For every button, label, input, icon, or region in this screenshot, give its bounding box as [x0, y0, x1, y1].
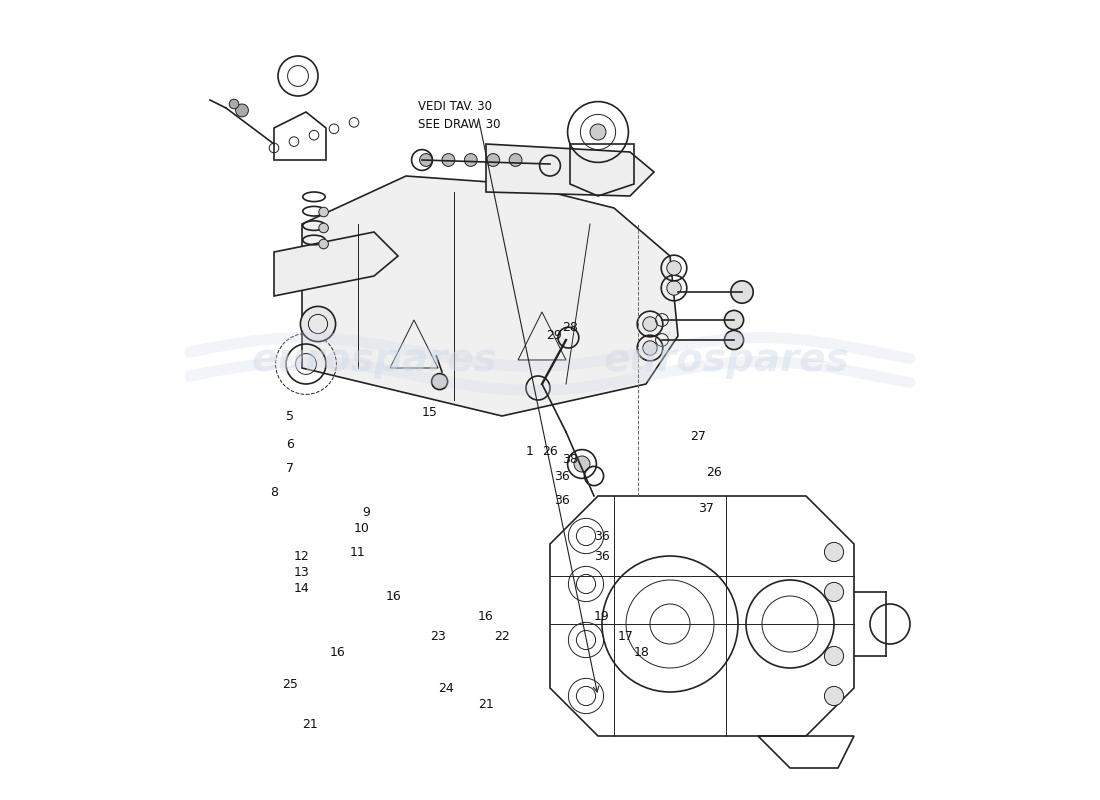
Text: 21: 21: [478, 698, 494, 710]
Text: 27: 27: [690, 430, 706, 442]
Text: 26: 26: [706, 466, 722, 478]
Text: 26: 26: [542, 446, 558, 458]
Text: 19: 19: [594, 610, 609, 622]
Circle shape: [464, 154, 477, 166]
Text: 16: 16: [478, 610, 494, 622]
Circle shape: [319, 223, 329, 233]
Text: 8: 8: [270, 486, 278, 498]
Polygon shape: [486, 144, 654, 196]
Text: 36: 36: [554, 494, 570, 506]
Text: 36: 36: [594, 550, 609, 562]
Circle shape: [642, 317, 657, 331]
Text: 21: 21: [302, 718, 318, 730]
Text: 38: 38: [562, 454, 578, 466]
Text: 24: 24: [438, 682, 454, 694]
Text: 36: 36: [594, 530, 609, 542]
Circle shape: [642, 341, 657, 355]
Circle shape: [824, 686, 844, 706]
Circle shape: [590, 124, 606, 140]
Text: VEDI TAV. 30
SEE DRAW. 30: VEDI TAV. 30 SEE DRAW. 30: [418, 100, 500, 131]
Text: 1: 1: [526, 446, 534, 458]
Text: 28: 28: [562, 322, 578, 334]
Text: eurospares: eurospares: [251, 341, 497, 379]
Text: 7: 7: [286, 462, 294, 474]
Text: 16: 16: [386, 590, 402, 602]
Circle shape: [574, 456, 590, 472]
Text: 18: 18: [634, 646, 650, 658]
Circle shape: [725, 310, 744, 330]
Circle shape: [509, 154, 522, 166]
Text: 15: 15: [422, 406, 438, 418]
Text: 37: 37: [698, 502, 714, 514]
Text: 29: 29: [546, 330, 562, 342]
Text: 23: 23: [430, 630, 446, 642]
Text: 16: 16: [330, 646, 345, 658]
Text: 13: 13: [294, 566, 310, 578]
Circle shape: [824, 542, 844, 562]
Circle shape: [431, 374, 448, 390]
Circle shape: [667, 281, 681, 295]
Text: 6: 6: [286, 438, 294, 450]
Text: 22: 22: [494, 630, 510, 642]
Text: 5: 5: [286, 410, 294, 422]
Text: 10: 10: [354, 522, 370, 534]
Text: 12: 12: [294, 550, 310, 562]
Polygon shape: [302, 176, 678, 416]
Circle shape: [300, 306, 336, 342]
Circle shape: [730, 281, 754, 303]
Circle shape: [824, 582, 844, 602]
Circle shape: [235, 104, 249, 117]
Text: 11: 11: [350, 546, 366, 558]
Circle shape: [229, 99, 239, 109]
Circle shape: [667, 261, 681, 275]
Circle shape: [725, 330, 744, 350]
Circle shape: [319, 239, 329, 249]
Circle shape: [319, 207, 329, 217]
Polygon shape: [274, 232, 398, 296]
Text: 36: 36: [554, 470, 570, 482]
Text: 14: 14: [294, 582, 310, 594]
Text: eurospares: eurospares: [603, 341, 849, 379]
Circle shape: [419, 154, 432, 166]
Text: 25: 25: [282, 678, 298, 690]
Text: 9: 9: [362, 506, 370, 518]
Text: 17: 17: [618, 630, 634, 642]
Circle shape: [824, 646, 844, 666]
Circle shape: [442, 154, 454, 166]
Circle shape: [487, 154, 499, 166]
